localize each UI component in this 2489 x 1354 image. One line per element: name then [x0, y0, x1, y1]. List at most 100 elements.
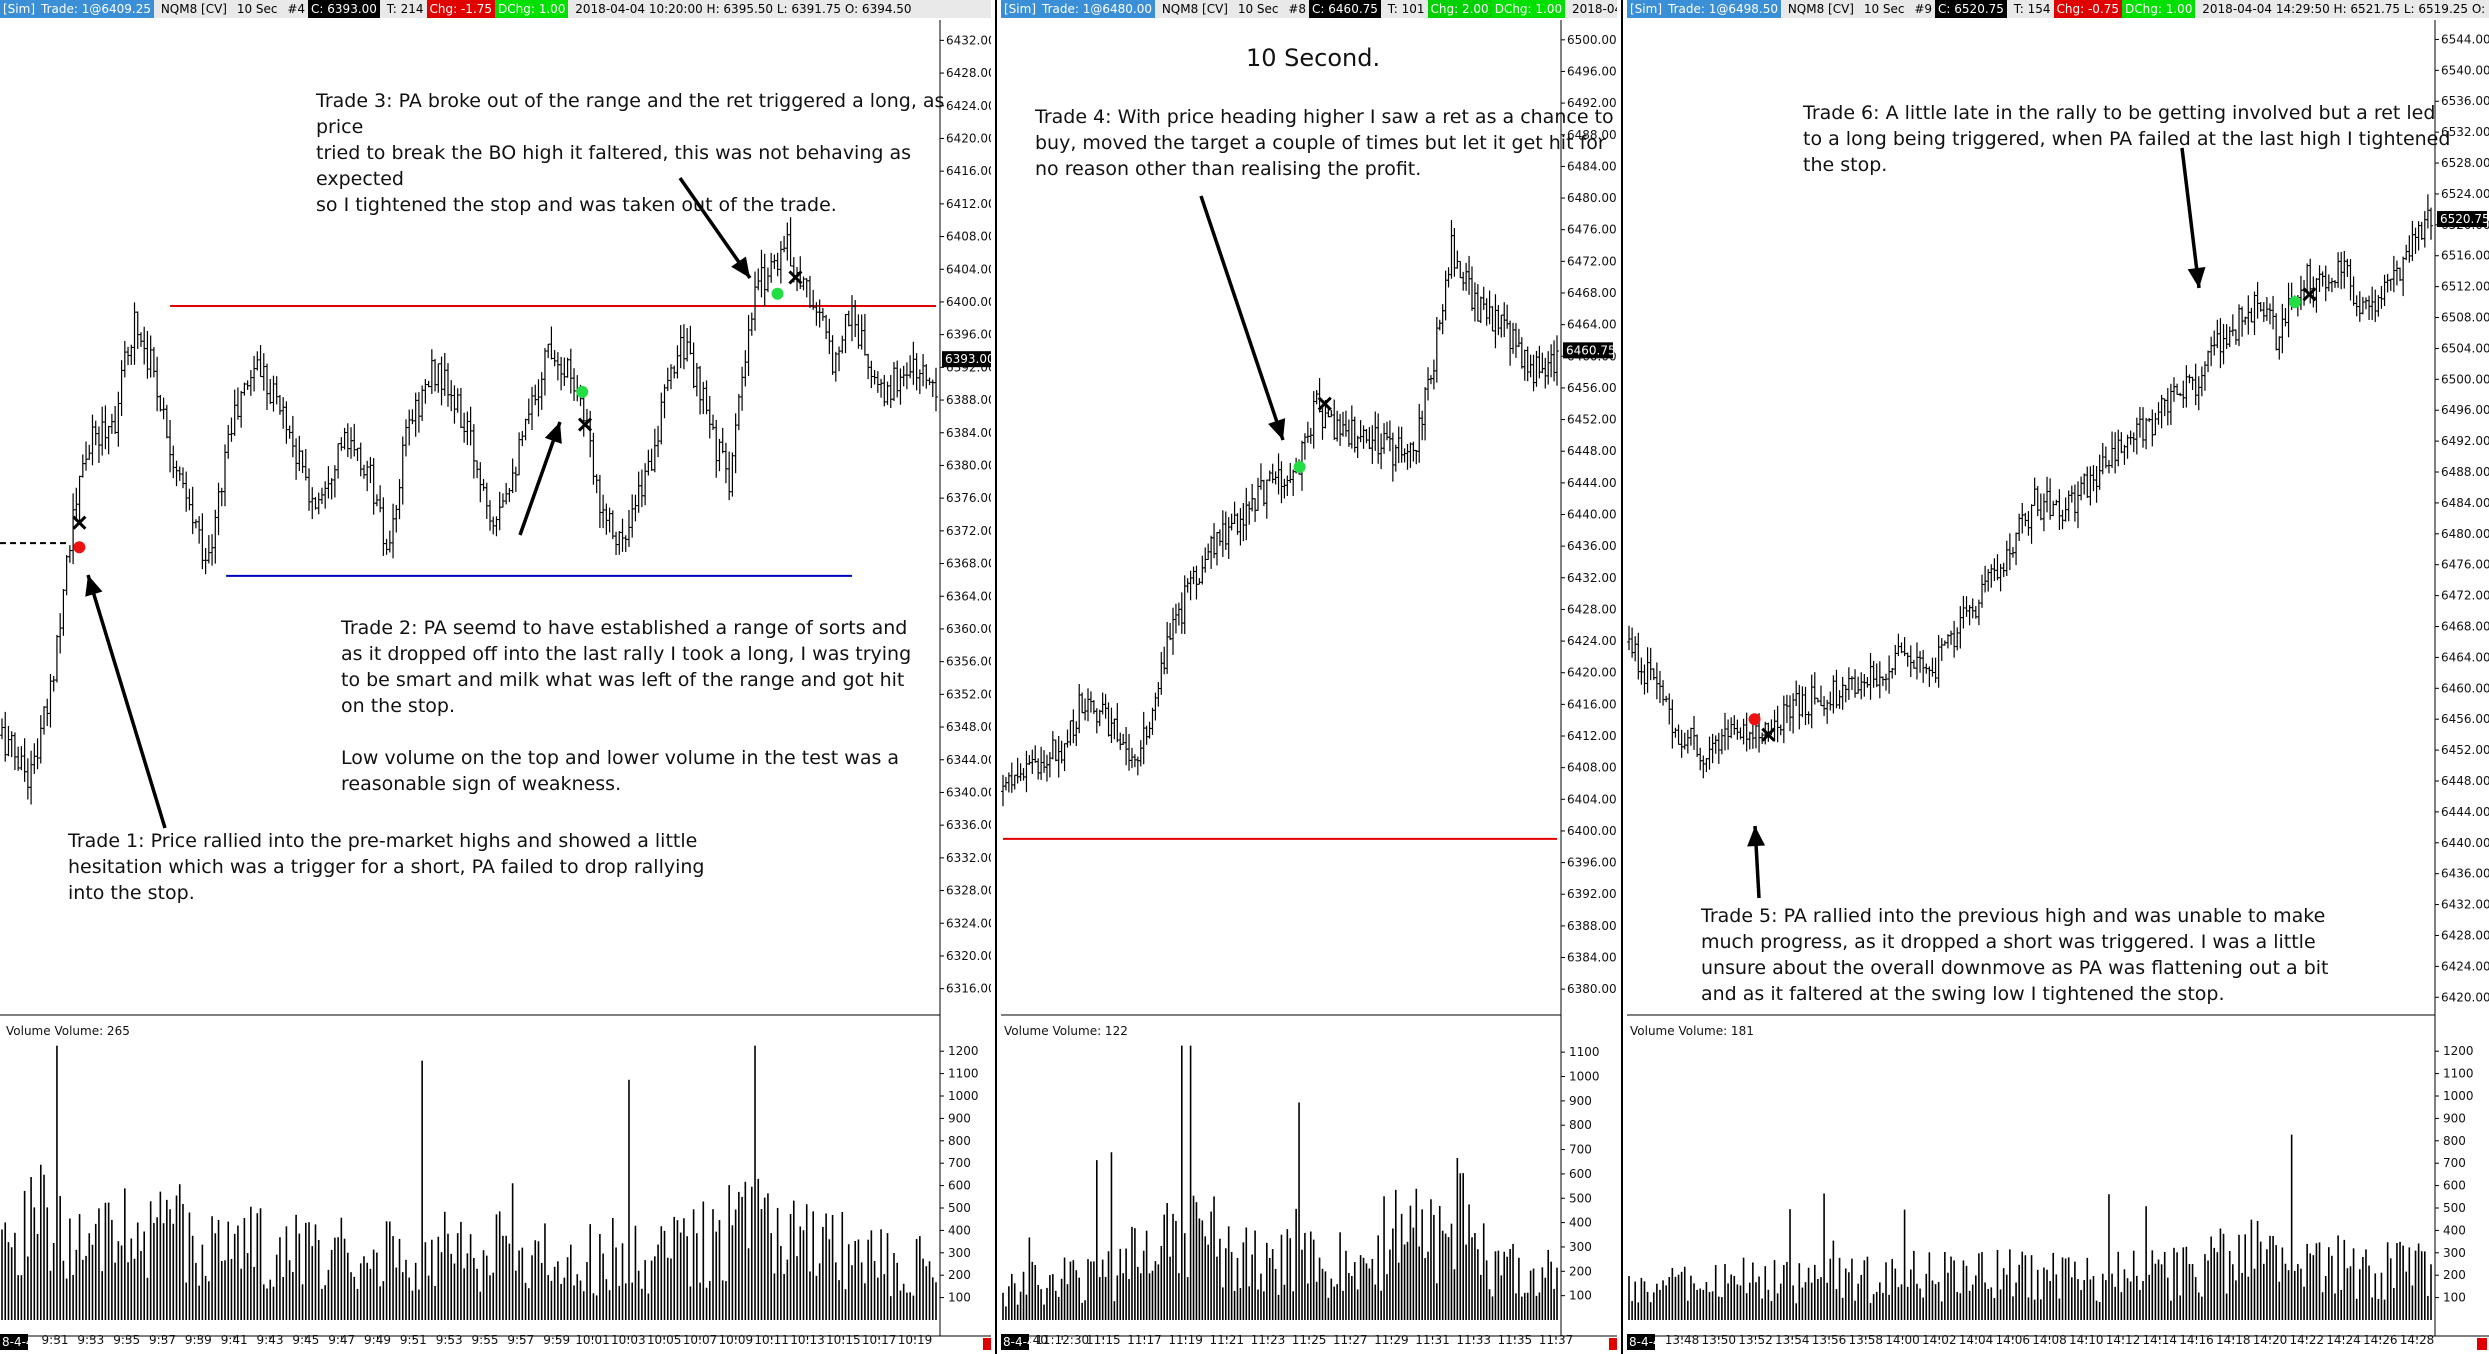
y-tick-label: 6396.00: [946, 328, 995, 342]
ohlc-bar: [1877, 661, 1882, 699]
volume-tick-label: 300: [1569, 1240, 1592, 1254]
ohlc-bar: [2162, 398, 2167, 417]
volume-tick-label: 600: [1569, 1167, 1592, 1181]
ohlc-bar: [349, 427, 354, 459]
x-tick-label: 9:57: [507, 1333, 534, 1347]
ohlc-bar: [1053, 739, 1058, 762]
volume-label: Volume Volume: 181: [1630, 1024, 1754, 1038]
ohlc-bar: [2051, 500, 2056, 517]
last-price-marker: [1563, 342, 1613, 359]
y-tick-label: 6360.00: [946, 622, 995, 636]
ohlc-bar: [445, 363, 450, 407]
ohlc-bar: [769, 252, 774, 283]
ohlc-bar: [2175, 383, 2180, 395]
ohlc-bar: [681, 324, 686, 370]
ohlc-bar: [820, 307, 825, 321]
ohlc-bar: [77, 475, 82, 522]
ohlc-bar: [552, 350, 557, 367]
ohlc-bar: [242, 382, 247, 396]
exit-x-marker: [1761, 727, 1776, 742]
ohlc-bar: [704, 380, 709, 415]
ohlc-bar: [2190, 376, 2195, 391]
ohlc-bar: [2233, 329, 2238, 345]
ohlc-bar: [662, 384, 667, 419]
ohlc-bar: [1958, 606, 1963, 649]
ohlc-bar: [701, 381, 706, 415]
ohlc-bar: [1546, 351, 1551, 385]
ohlc-bar: [636, 471, 641, 513]
ohlc-bar: [281, 397, 286, 429]
ohlc-bar: [9, 731, 14, 758]
y-tick-label: 6492.00: [1567, 96, 1617, 110]
y-tick-label: 6432.00: [1567, 571, 1617, 585]
ohlc-bar: [830, 335, 835, 375]
ohlc-bar: [1355, 435, 1360, 458]
ohlc-bar: [733, 413, 738, 474]
ohlc-bar: [1094, 708, 1099, 734]
ohlc-bar: [1918, 651, 1923, 673]
ohlc-bar: [481, 479, 486, 491]
y-tick-label: 6364.00: [946, 589, 995, 603]
ohlc-bar: [25, 758, 30, 800]
ohlc-bar: [1698, 747, 1703, 771]
ohlc-bar: [1156, 682, 1161, 707]
ohlc-bar: [1173, 603, 1178, 634]
ohlc-bar: [1420, 410, 1425, 441]
ohlc-bar: [833, 351, 838, 382]
change-value: Chg: -0.75: [2053, 0, 2123, 18]
annotation-trade-3: Trade 3: PA broke out of the range and t…: [316, 90, 945, 216]
annotation-trade-1: Trade 1: Price rallied into the pre-mark…: [68, 830, 705, 904]
y-tick-label: 6492.00: [2441, 434, 2489, 448]
ohlc-bar: [759, 249, 764, 298]
ohlc-bar: [1426, 367, 1431, 401]
ohlc-bar: [1244, 487, 1249, 541]
ohlc-bar: [610, 510, 615, 540]
ohlc-bar: [2230, 314, 2235, 337]
ohlc-bar: [58, 613, 63, 654]
ohlc-bar: [1212, 523, 1217, 559]
y-tick-label: 6388.00: [946, 393, 995, 407]
ohlc-bar: [1865, 677, 1870, 688]
ohlc-bar: [35, 738, 40, 770]
ohlc-bar: [1952, 620, 1957, 658]
ohlc-readout: 2018-04-04 14:29:50 H: 6521.75 L: 6519.2…: [2202, 2, 2489, 16]
ohlc-bar: [48, 674, 53, 728]
ohlc-bar: [2329, 277, 2334, 293]
y-tick-label: 6384.00: [946, 426, 995, 440]
ohlc-bar: [843, 314, 848, 354]
ohlc-bar: [1338, 413, 1343, 446]
y-tick-label: 6476.00: [2441, 558, 2489, 572]
ohlc-bar: [1349, 405, 1354, 449]
ohlc-bar: [358, 442, 363, 477]
volume-label: Volume Volume: 265: [6, 1024, 130, 1038]
ohlc-bar: [2057, 489, 2062, 531]
ohlc-bar: [2357, 291, 2362, 322]
ohlc-bar: [707, 395, 712, 439]
y-tick-label: 6352.00: [946, 687, 995, 701]
ohlc-bar: [384, 538, 389, 555]
y-tick-label: 6448.00: [2441, 774, 2489, 788]
ohlc-bar: [1936, 634, 1941, 688]
ohlc-bar: [1744, 712, 1749, 752]
ohlc-bar: [1153, 692, 1158, 721]
y-tick-label: 6420.00: [946, 131, 995, 145]
x-tick-label: 14:12: [2106, 1333, 2141, 1347]
ohlc-bar: [1024, 750, 1029, 793]
ohlc-bar: [2360, 296, 2365, 315]
ohlc-bar: [1440, 304, 1445, 335]
ohlc-bar: [775, 252, 780, 277]
volume-tick-label: 500: [948, 1201, 971, 1215]
ohlc-bar: [1165, 621, 1170, 674]
ohlc-bar: [1176, 602, 1181, 626]
ohlc-bar: [2314, 277, 2319, 313]
ohlc-bar: [1387, 420, 1392, 452]
ohlc-bar: [875, 371, 880, 393]
tick-count: T: 214: [386, 2, 424, 16]
ohlc-bar: [1710, 733, 1715, 764]
ohlc-bar: [316, 492, 321, 515]
ohlc-bar: [788, 217, 793, 267]
volume-tick-label: 600: [2443, 1179, 2466, 1193]
ohlc-bar: [1908, 645, 1913, 677]
ohlc-bar: [1537, 345, 1542, 379]
symbol-label: NQM8 [CV]: [1161, 2, 1228, 16]
